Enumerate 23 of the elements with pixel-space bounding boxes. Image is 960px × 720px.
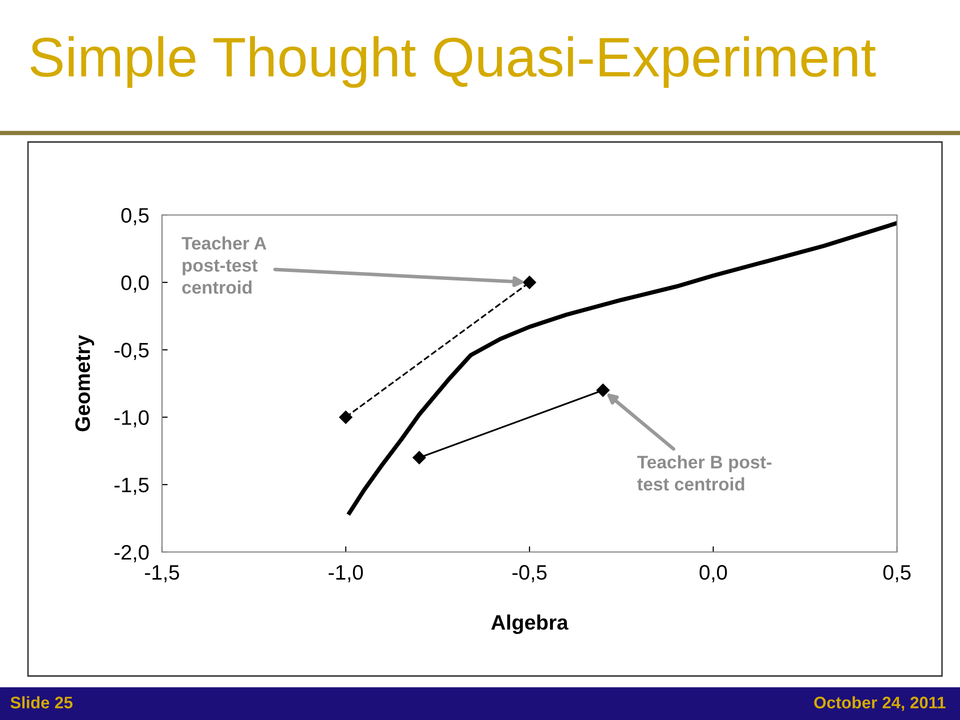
annotation: Teacher B post- test centroid [637, 455, 772, 491]
y-tick-label: 0,0 [121, 275, 149, 293]
y-tick-label: 0,5 [121, 208, 149, 226]
x-tick-label: 0,5 [883, 565, 911, 582]
y-tick-label: -1,0 [114, 410, 149, 428]
x-axis-title: Algebra [491, 614, 568, 634]
x-tick-label: 0,0 [700, 565, 727, 582]
y-tick-label: -1,5 [114, 478, 149, 495]
point [412, 451, 426, 464]
text: October 24, 2011 [814, 696, 946, 711]
text: Slide 25 [10, 696, 73, 708]
line-series [347, 221, 897, 515]
x-tick-label: -0,5 [512, 565, 547, 582]
y-axis-title: Geometry [75, 334, 94, 432]
point [522, 276, 536, 289]
point [339, 410, 352, 424]
annotation: Teacher A post-test centroid [182, 236, 266, 294]
chart-title: Simple Thought Quasi-Experiment [30, 36, 876, 88]
point [596, 384, 610, 397]
y-tick-label: -0,5 [114, 342, 149, 360]
y-tick-label: -2,0 [114, 545, 149, 562]
x-tick-label: -1,0 [328, 565, 363, 582]
x-tick-label: -1,5 [144, 565, 180, 582]
